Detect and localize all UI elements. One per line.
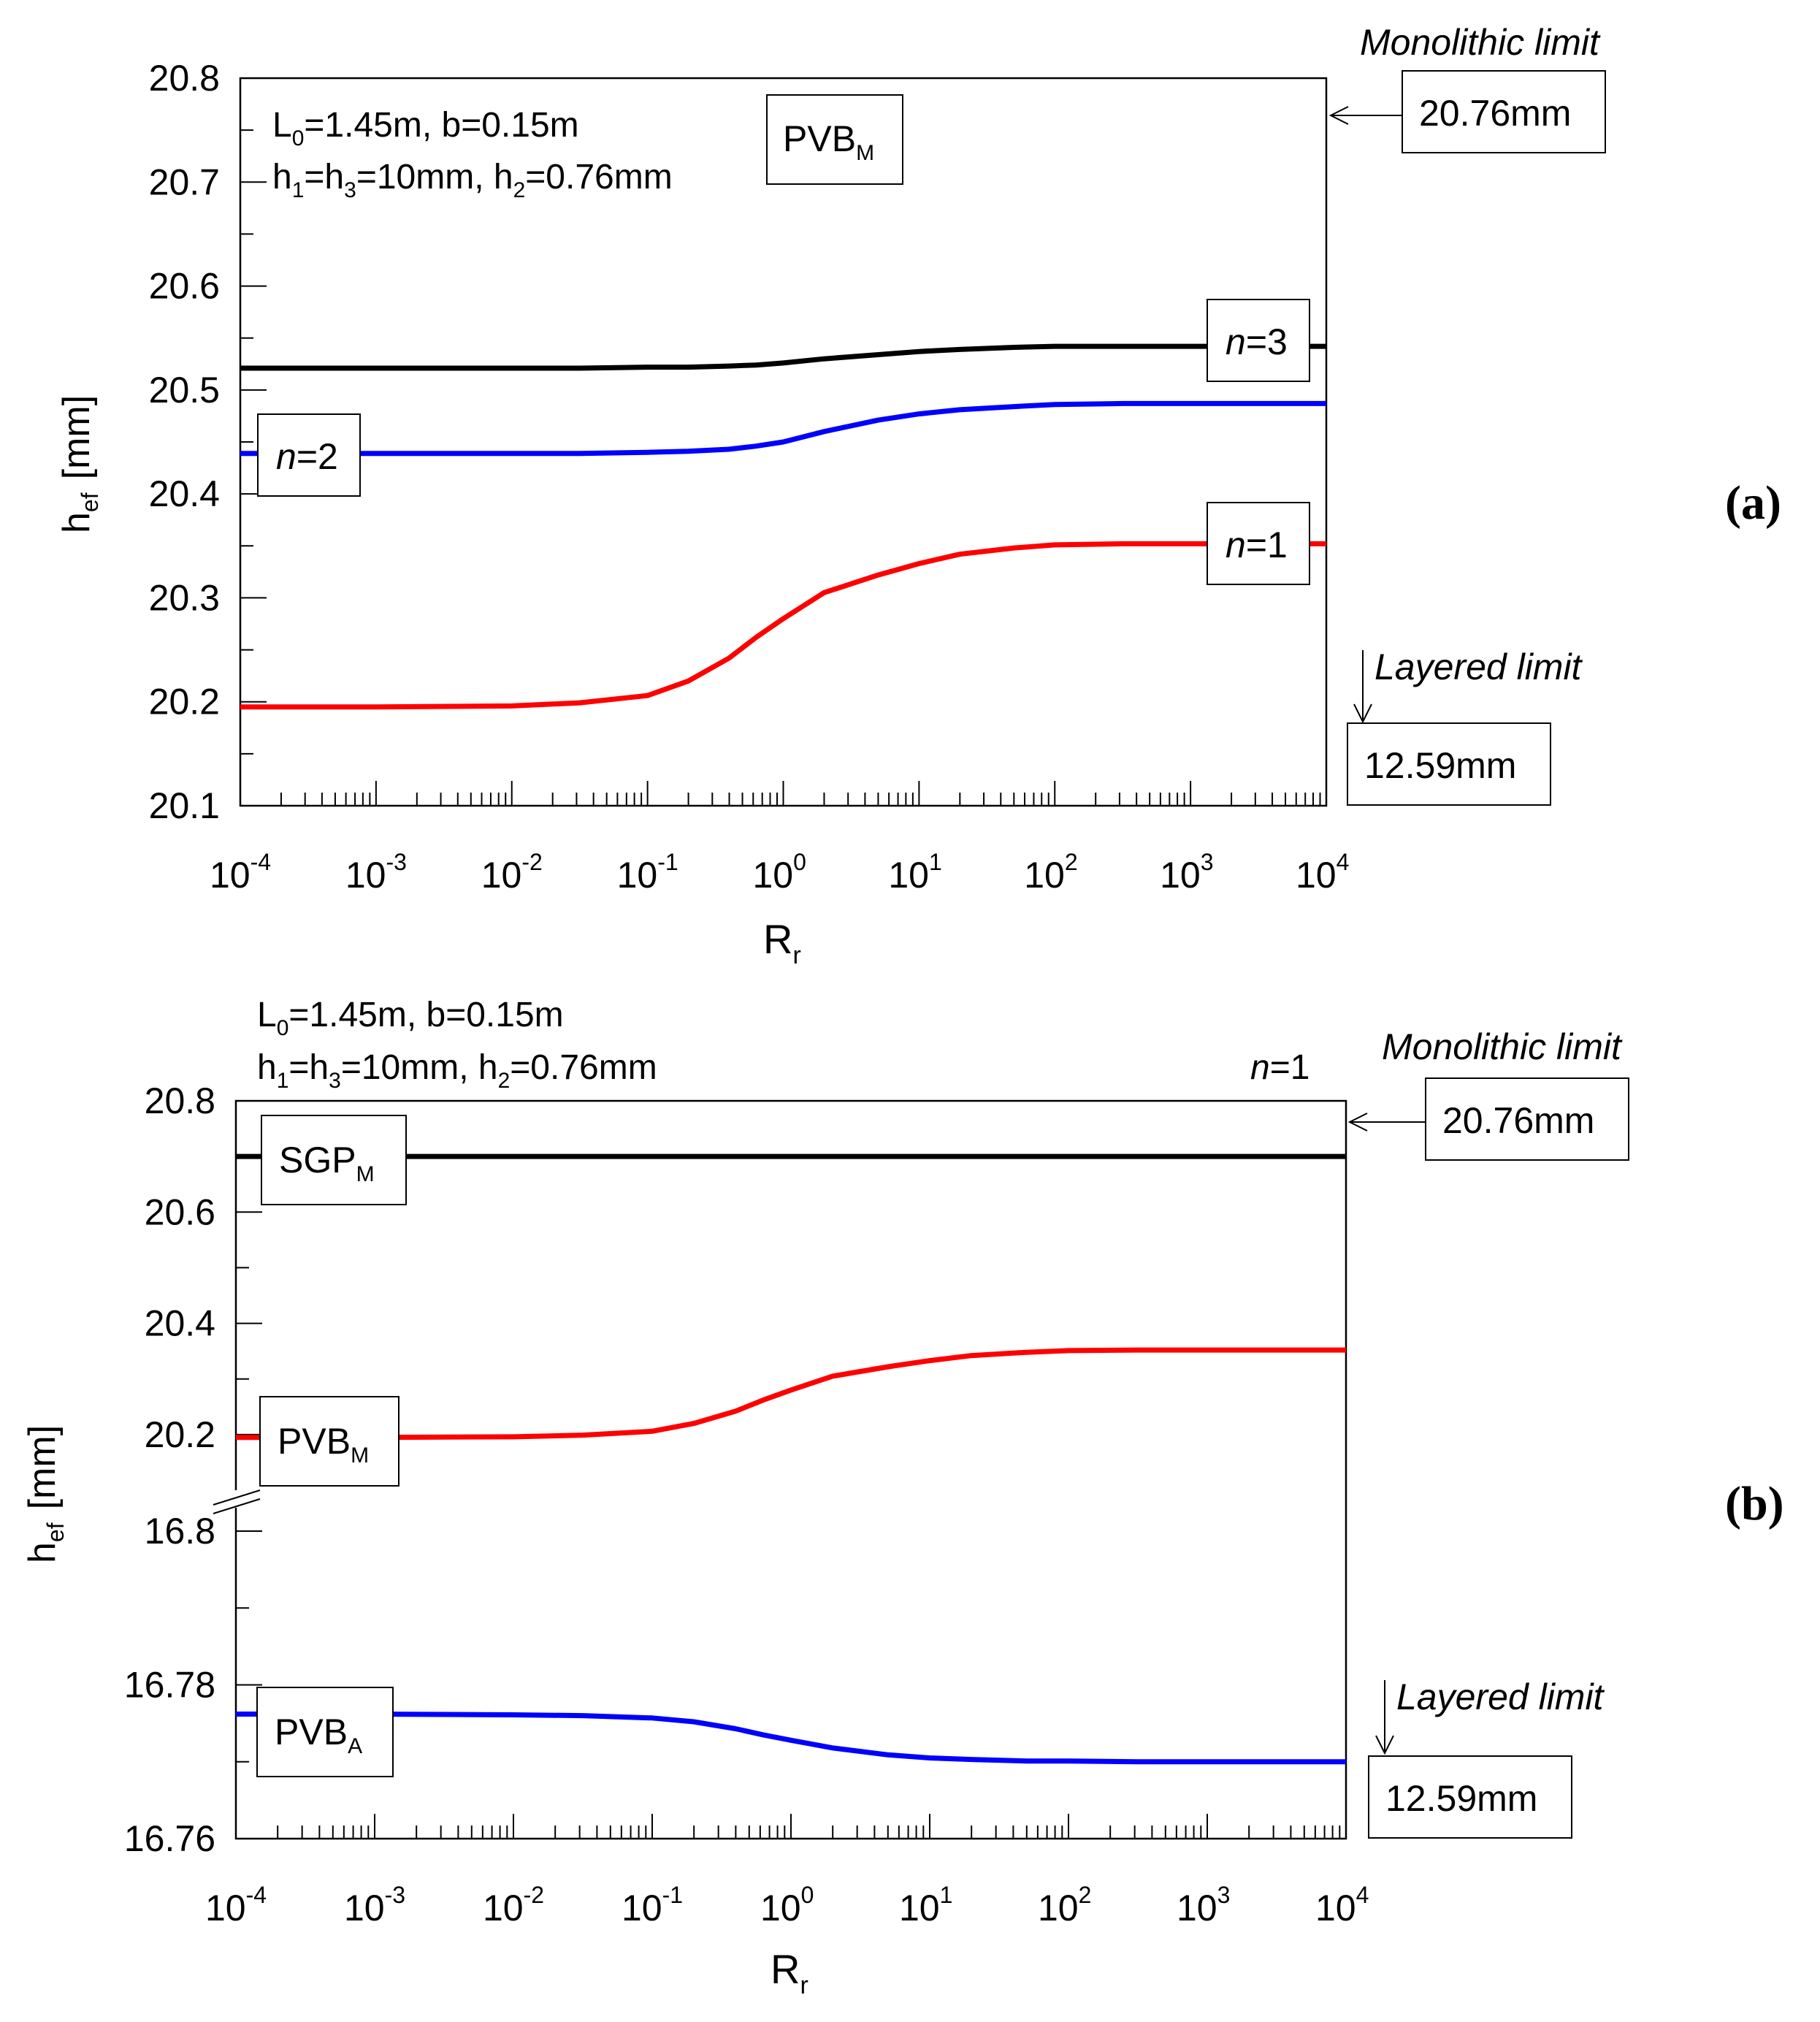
series-line-PVB_A-b [236,1712,1346,1765]
material-label-a: PVBM [783,118,874,165]
x-tick-label-a: 101 [888,849,941,896]
params-line1-b: L0=1.45m, b=0.15m [257,996,564,1040]
x-tick-label-a: 102 [1024,849,1077,896]
y-tick-label-b: 20.6 [145,1191,215,1232]
y-tick-label-b: 20.8 [145,1080,215,1121]
y-axis-label-a: hef[mm] [56,395,103,533]
y-ticks-a: 20.1 20.2 20.3 20.4 20.5 20.6 20.7 20.8 [149,58,267,826]
axis-break [213,1489,261,1514]
x-tick-label-b: 10-2 [483,1882,544,1928]
n3-label-box [1207,299,1310,382]
x-tick-label-a: 10-2 [481,849,543,896]
x-axis-label-a: Rr [763,916,801,969]
layered-arrow-b [1375,1680,1394,1755]
panel-tag-b: (b) [1725,1477,1784,1530]
x-tick-label-a: 10-1 [617,849,678,896]
monolithic-value-b: 20.76mm [1442,1100,1594,1141]
x-axis-label-b: Rr [771,1946,808,1999]
monolithic-label-a: Monolithic limit [1360,22,1601,63]
panel-tag-a: (a) [1725,476,1781,530]
monolithic-box-b [1425,1077,1629,1161]
y-axis-label-b: hef[mm] [21,1425,69,1563]
y-tick-label-b: 20.2 [145,1414,215,1455]
n1-label-box [1207,502,1310,585]
x-tick-label-b: 101 [899,1882,952,1928]
monolithic-arrow-a [1328,106,1402,125]
layered-label-b: Layered limit [1396,1676,1605,1717]
n-label-b: n=1 [1250,1048,1309,1087]
sgp-label: SGPM [279,1140,375,1186]
n2-label: n=2 [276,436,338,477]
plot-frame-b [234,1099,1347,1840]
y-tick-label-b: 20.4 [145,1303,215,1344]
series-line-n3-a [240,343,1326,371]
params-line2-a: h1=h3=10mm, h2=0.76mm [272,158,673,202]
x-tick-label-b: 10-1 [622,1882,683,1928]
pvba-label: PVBA [275,1712,362,1758]
y-tick-label-a: 20.3 [149,577,220,618]
n1-label: n=1 [1226,524,1288,565]
series-lines-a [240,343,1326,710]
layered-label-a: Layered limit [1374,646,1583,687]
monolithic-box-a [1402,70,1606,153]
series-line-PVB_M-b [236,1347,1346,1441]
params-line2-b: h1=h3=10mm, h2=0.76mm [257,1048,657,1093]
series-line-n2-a [240,400,1326,457]
x-tick-label-a: 10-4 [210,849,271,896]
monolithic-label-b: Monolithic limit [1382,1026,1623,1067]
sgp-label-box [261,1115,407,1205]
x-tick-label-b: 104 [1315,1882,1369,1928]
pvbm-label-box [259,1396,399,1487]
material-box-a [766,94,903,185]
y-tick-label-a: 20.6 [149,266,220,307]
y-tick-label-a: 20.4 [149,473,220,514]
x-tick-label-b: 102 [1038,1882,1091,1928]
x-ticks-a: 10-4 10-3 10-2 10-1 100 101 102 103 104 [210,781,1349,896]
layered-box-a [1347,722,1551,806]
layered-box-b [1368,1755,1572,1839]
y-tick-label-a: 20.1 [149,785,220,826]
x-tick-label-b: 10-4 [205,1882,267,1928]
series-lines-b [236,1153,1346,1765]
layered-value-a: 12.59mm [1364,745,1516,786]
params-line1-a: L0=1.45m, b=0.15m [272,106,579,150]
x-tick-label-a: 104 [1296,849,1349,896]
pvbm-label: PVBM [278,1421,369,1468]
layered-value-b: 12.59mm [1385,1778,1537,1819]
x-tick-label-a: 103 [1160,849,1213,896]
x-tick-label-b: 103 [1177,1882,1230,1928]
y-tick-label-a: 20.5 [149,370,220,411]
x-tick-label-b: 10-3 [344,1882,405,1928]
y-tick-label-a: 20.8 [149,58,220,99]
y-ticks-b: 20.8 20.6 20.4 20.2 16.8 16.78 16.76 [124,1080,262,1859]
y-tick-label-a: 20.7 [149,161,220,202]
layered-arrow-a [1353,650,1372,724]
series-line-n1-a [240,541,1326,710]
y-tick-label-b: 16.76 [124,1818,215,1859]
x-ticks-b: 10-4 10-3 10-2 10-1 100 101 102 103 104 [205,1814,1369,1928]
n3-label: n=3 [1226,321,1288,362]
y-tick-label-b: 16.78 [124,1665,215,1706]
x-tick-label-a: 100 [753,849,806,896]
pvba-label-box [256,1687,394,1777]
y-tick-label-a: 20.2 [149,682,220,722]
x-tick-label-a: 10-3 [345,849,407,896]
n2-label-box [257,413,361,497]
panel-a: 20.120.220.320.420.520.620.720.8 10-4 10-… [56,22,1781,969]
x-tick-label-b: 100 [760,1882,814,1928]
monolithic-value-a: 20.76mm [1419,93,1571,134]
monolithic-arrow-b [1347,1113,1426,1132]
y-tick-label-b: 16.8 [145,1511,215,1552]
